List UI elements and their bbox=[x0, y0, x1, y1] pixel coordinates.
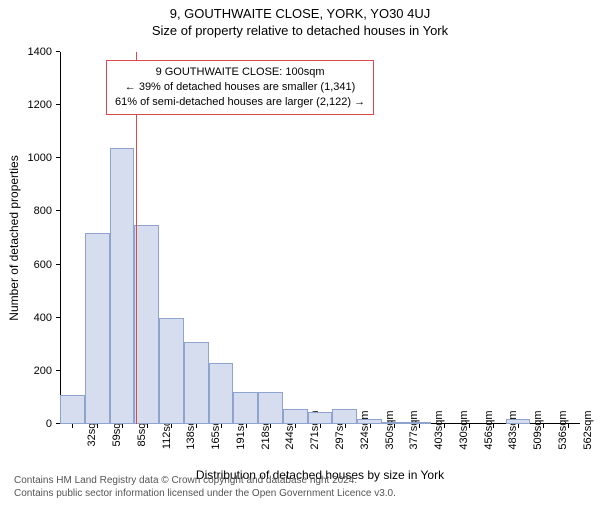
footer: Contains HM Land Registry data © Crown c… bbox=[14, 474, 396, 500]
x-tick-mark bbox=[147, 424, 148, 428]
x-tick-label: 509sqm bbox=[518, 410, 544, 449]
y-tick-label: 1000 bbox=[28, 152, 52, 164]
y-tick-mark bbox=[56, 317, 60, 318]
x-tick-mark bbox=[394, 424, 395, 428]
x-tick-mark bbox=[122, 424, 123, 428]
footer-line-1: Contains HM Land Registry data © Crown c… bbox=[14, 474, 396, 487]
footer-line-2: Contains public sector information licen… bbox=[14, 487, 396, 500]
x-tick-label: 377sqm bbox=[394, 410, 420, 449]
x-tick-mark bbox=[320, 424, 321, 428]
x-tick-mark bbox=[221, 424, 222, 428]
y-tick-label: 400 bbox=[34, 312, 52, 324]
x-tick-label: 350sqm bbox=[370, 410, 396, 449]
x-tick-label: 483sqm bbox=[493, 410, 519, 449]
page-subtitle: Size of property relative to detached ho… bbox=[0, 23, 600, 38]
x-tick-label: 324sqm bbox=[345, 410, 371, 449]
x-tick-mark bbox=[246, 424, 247, 428]
y-tick-label: 600 bbox=[34, 259, 52, 271]
annotation-box: 9 GOUTHWAITE CLOSE: 100sqm← 39% of detac… bbox=[106, 60, 374, 115]
annotation-line-2: ← 39% of detached houses are smaller (1,… bbox=[115, 80, 365, 95]
bar bbox=[110, 148, 135, 424]
y-tick-label: 1400 bbox=[28, 46, 52, 58]
x-tick-mark bbox=[196, 424, 197, 428]
bar bbox=[159, 318, 184, 424]
x-tick-mark bbox=[493, 424, 494, 428]
annotation-line-3: 61% of semi-detached houses are larger (… bbox=[115, 95, 365, 110]
x-tick-label: 430sqm bbox=[444, 410, 470, 449]
y-tick-mark bbox=[56, 157, 60, 158]
x-tick-mark bbox=[568, 424, 569, 428]
annotation-line-1: 9 GOUTHWAITE CLOSE: 100sqm bbox=[115, 65, 365, 80]
y-tick-mark bbox=[56, 51, 60, 52]
y-axis-line bbox=[60, 52, 61, 424]
x-tick-mark bbox=[171, 424, 172, 428]
x-tick-label: 403sqm bbox=[419, 410, 445, 449]
x-tick-mark bbox=[345, 424, 346, 428]
x-tick-mark bbox=[469, 424, 470, 428]
x-tick-mark bbox=[444, 424, 445, 428]
y-tick-label: 800 bbox=[34, 205, 52, 217]
y-tick-mark bbox=[56, 210, 60, 211]
x-tick-label: 562sqm bbox=[568, 410, 594, 449]
y-tick-label: 1200 bbox=[28, 99, 52, 111]
y-axis-label: Number of detached properties bbox=[7, 155, 21, 320]
x-tick-mark bbox=[370, 424, 371, 428]
bar bbox=[134, 225, 159, 424]
y-tick-mark bbox=[56, 370, 60, 371]
x-tick-label: 456sqm bbox=[469, 410, 495, 449]
x-tick-label: 536sqm bbox=[543, 410, 569, 449]
page-title-address: 9, GOUTHWAITE CLOSE, YORK, YO30 4UJ bbox=[0, 6, 600, 21]
x-tick-mark bbox=[72, 424, 73, 428]
y-tick-label: 200 bbox=[34, 365, 52, 377]
y-tick-label: 0 bbox=[46, 418, 52, 430]
x-tick-mark bbox=[518, 424, 519, 428]
y-tick-mark bbox=[56, 264, 60, 265]
x-tick-mark bbox=[295, 424, 296, 428]
chart-container: 020040060080010001200140032sqm59sqm85sqm… bbox=[60, 52, 580, 424]
x-tick-mark bbox=[543, 424, 544, 428]
plot-area: 020040060080010001200140032sqm59sqm85sqm… bbox=[60, 52, 580, 424]
x-tick-mark bbox=[97, 424, 98, 428]
bar bbox=[85, 233, 110, 424]
x-tick-mark bbox=[270, 424, 271, 428]
y-tick-mark bbox=[56, 104, 60, 105]
x-tick-mark bbox=[419, 424, 420, 428]
